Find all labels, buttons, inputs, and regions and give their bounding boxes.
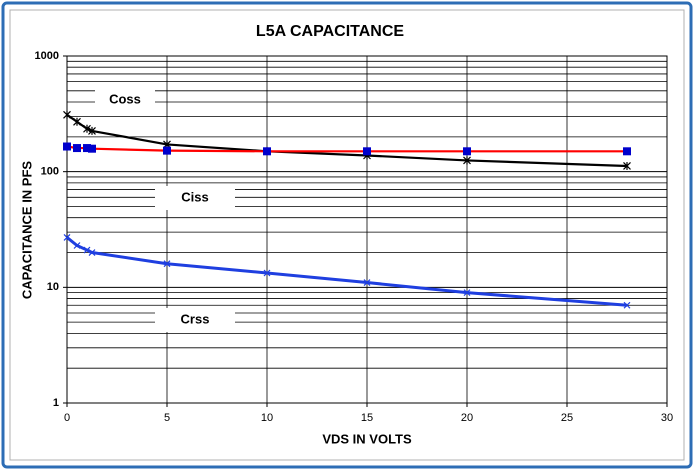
- y-tick-label: 10: [47, 281, 59, 293]
- series-label-box: [95, 88, 155, 112]
- x-tick-label: 20: [461, 412, 473, 424]
- marker: [73, 144, 81, 153]
- x-tick-label: 15: [361, 412, 373, 424]
- series-label: Crss: [181, 311, 210, 326]
- marker: [263, 269, 271, 277]
- marker: [63, 142, 71, 151]
- plot-area: [66, 55, 668, 404]
- x-axis-label: VDS IN VOLTS: [322, 431, 412, 446]
- series-label: Ciss: [181, 189, 208, 204]
- series-label-box: [155, 186, 235, 210]
- x-tick-label: 25: [561, 412, 573, 424]
- marker: [463, 156, 471, 165]
- marker: [623, 161, 631, 170]
- y-tick-label: 100: [41, 166, 59, 178]
- marker: [73, 242, 81, 249]
- y-tick-label: 1: [53, 397, 59, 409]
- x-tick-label: 30: [661, 412, 673, 424]
- marker: [463, 289, 471, 297]
- marker: [83, 124, 91, 133]
- marker: [83, 246, 91, 254]
- x-tick-label: 0: [64, 412, 70, 424]
- x-tick-label: 10: [261, 412, 273, 424]
- series-label: Coss: [109, 91, 141, 106]
- marker: [163, 146, 171, 155]
- marker: [363, 279, 371, 286]
- chart-title: L5A CAPACITANCE: [256, 23, 404, 40]
- y-tick-label: 1000: [35, 50, 59, 62]
- marker: [163, 260, 171, 268]
- x-tick-label: 5: [164, 412, 170, 424]
- marker: [623, 147, 631, 156]
- marker: [623, 301, 631, 309]
- marker: [88, 144, 96, 153]
- chart-area: [9, 9, 685, 461]
- marker: [63, 234, 71, 241]
- marker: [463, 147, 471, 156]
- marker: [88, 249, 96, 256]
- marker: [88, 126, 96, 135]
- marker: [363, 147, 371, 156]
- marker: [73, 117, 81, 126]
- marker: [263, 147, 271, 156]
- marker: [83, 144, 91, 153]
- series-label-box: [155, 308, 235, 332]
- y-axis-label: CAPACITANCE IN PFS: [19, 161, 34, 300]
- marker: [63, 110, 71, 119]
